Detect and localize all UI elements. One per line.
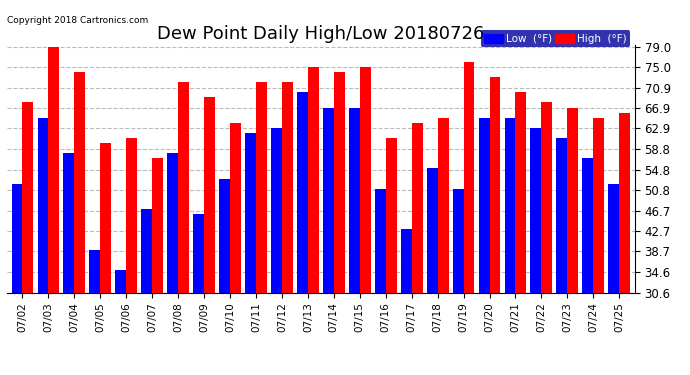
Bar [464, 62, 475, 292]
Bar [334, 72, 345, 292]
Bar [90, 250, 100, 292]
Bar [126, 138, 137, 292]
Bar [479, 118, 489, 292]
Bar [308, 67, 319, 292]
Bar [282, 82, 293, 292]
Bar [230, 123, 241, 292]
Bar [219, 178, 230, 292]
Bar [542, 102, 552, 292]
Bar [271, 128, 282, 292]
Bar [167, 153, 178, 292]
Bar [619, 112, 630, 292]
Bar [556, 138, 567, 292]
Bar [582, 158, 593, 292]
Bar [375, 189, 386, 292]
Bar [609, 184, 619, 292]
Bar [204, 98, 215, 292]
Bar [426, 168, 437, 292]
Bar [515, 92, 526, 292]
Bar [412, 123, 422, 292]
Bar [178, 82, 189, 292]
Bar [297, 92, 308, 292]
Bar [256, 82, 267, 292]
Bar [531, 128, 542, 292]
Bar [115, 270, 126, 292]
Bar [12, 184, 23, 292]
Bar [359, 67, 371, 292]
Bar [63, 153, 75, 292]
Bar [504, 118, 515, 292]
Legend: Low  (°F), High  (°F): Low (°F), High (°F) [481, 30, 629, 47]
Bar [567, 108, 578, 292]
Bar [245, 133, 256, 292]
Bar [401, 230, 412, 292]
Bar [453, 189, 464, 292]
Bar [152, 158, 163, 292]
Title: Dew Point Daily High/Low 20180726: Dew Point Daily High/Low 20180726 [157, 26, 484, 44]
Bar [323, 108, 334, 292]
Bar [75, 72, 86, 292]
Bar [100, 143, 111, 292]
Bar [489, 77, 500, 292]
Bar [349, 108, 359, 292]
Bar [37, 118, 48, 292]
Bar [386, 138, 397, 292]
Bar [48, 46, 59, 292]
Bar [141, 209, 152, 292]
Bar [23, 102, 33, 292]
Bar [593, 118, 604, 292]
Text: Copyright 2018 Cartronics.com: Copyright 2018 Cartronics.com [7, 16, 148, 25]
Bar [193, 214, 204, 292]
Bar [437, 118, 448, 292]
